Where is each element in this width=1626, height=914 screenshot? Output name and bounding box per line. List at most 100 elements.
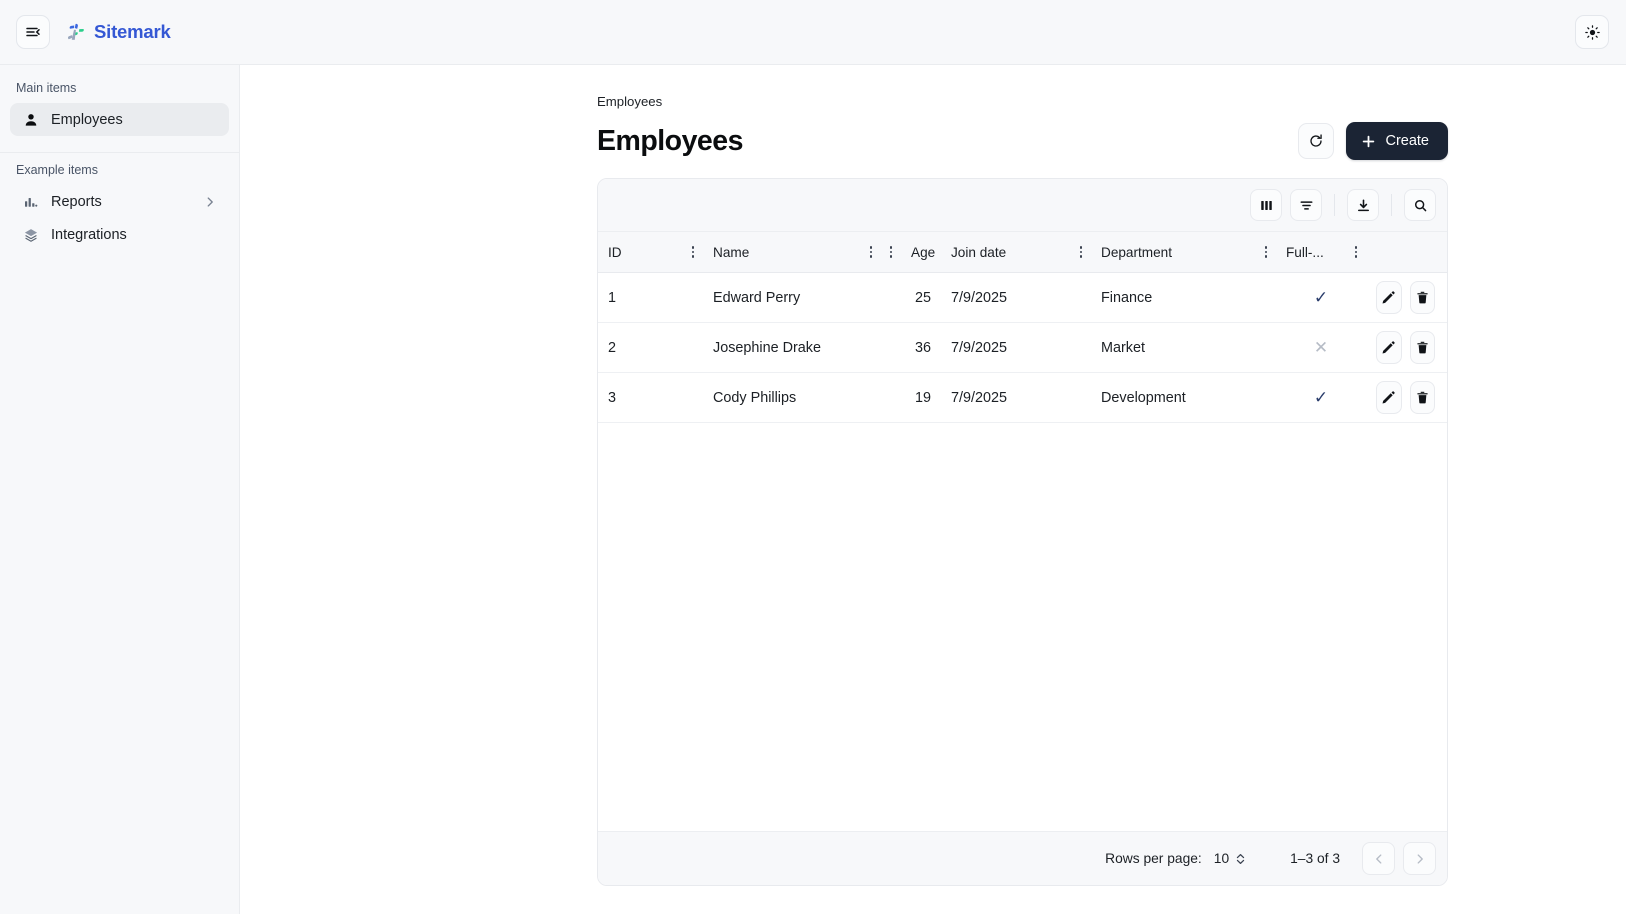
column-menu-icon-join-date[interactable] [1071,245,1091,259]
content-wrapper: Employees Employees [240,93,1626,914]
cell-id: 2 [598,322,703,373]
trash-icon [1415,340,1430,355]
check-icon: ✓ [1313,287,1329,307]
column-header-label: Join date [951,244,1007,260]
main-content: Employees Employees [240,65,1626,914]
chevron-right-icon[interactable] [203,195,217,209]
rows-per-page-select[interactable]: 10 [1214,851,1246,866]
cell-actions [1366,272,1447,323]
export-button[interactable] [1347,189,1379,221]
toolbar-divider-2 [1391,194,1392,216]
sidebar-item-employees[interactable]: Employees [10,103,229,136]
table-toolbar [598,179,1447,231]
create-button-label: Create [1385,133,1429,149]
breadcrumb[interactable]: Employees [597,94,663,109]
rows-per-page-value: 10 [1213,851,1230,866]
table-head: ID Name [598,231,1447,273]
column-menu-icon-full-time[interactable] [1346,245,1366,259]
cell-department: Market [1091,322,1276,373]
sidebar-item-label: Employees [51,111,123,128]
table-row[interactable]: 1 Edward Perry 25 7/9/2025 Finance ✓ [598,272,1447,323]
sidebar-group-label-main: Main items [16,81,77,95]
cell-age: 19 [881,372,941,423]
column-header-label: Name [713,244,750,260]
edit-row-button[interactable] [1376,381,1402,414]
filter-icon [1299,198,1314,213]
create-button[interactable]: Create [1346,122,1448,160]
filter-button[interactable] [1290,189,1322,221]
table-row[interactable]: 2 Josephine Drake 36 7/9/2025 Market ✕ [598,322,1447,373]
cell-age: 25 [881,272,941,323]
person-icon [22,111,39,128]
sidebar-item-label: Reports [51,193,102,210]
employees-table: ID Name [598,231,1447,423]
cell-full-time: ✕ [1276,322,1366,373]
column-header-department[interactable]: Department [1091,231,1276,273]
sidebar-divider [0,152,239,153]
next-page-button[interactable] [1403,842,1436,875]
cell-age: 36 [881,322,941,373]
column-header-label: Department [1101,244,1173,260]
delete-row-button[interactable] [1409,281,1435,314]
bar-chart-icon [22,193,39,210]
pagination-range-label: 1–3 of 3 [1290,851,1340,866]
chevron-right-icon [1413,852,1427,866]
brand-name: Sitemark [94,21,171,42]
previous-page-button[interactable] [1362,842,1395,875]
sidebar-item-label: Integrations [51,226,127,243]
page-header-actions: Create [1298,122,1448,160]
column-header-label: Full-... [1286,244,1324,260]
table-row[interactable]: 3 Cody Phillips 19 7/9/2025 Development … [598,372,1447,423]
column-menu-icon-department[interactable] [1256,245,1276,259]
app-bar-right-actions [1575,15,1609,49]
cell-name: Josephine Drake [703,322,881,373]
column-header-id[interactable]: ID [598,231,703,273]
cell-id: 1 [598,272,703,323]
page-header: Employees [597,122,1448,160]
toolbar-divider [1334,194,1335,216]
cell-join-date: 7/9/2025 [941,272,1091,323]
check-icon: ✓ [1313,387,1329,407]
trash-icon [1415,290,1430,305]
cell-department: Finance [1091,272,1276,323]
edit-row-button[interactable] [1376,331,1402,364]
pencil-icon [1381,290,1396,305]
column-header-join-date[interactable]: Join date [941,231,1091,273]
layers-icon [22,226,39,243]
table-body: 1 Edward Perry 25 7/9/2025 Finance ✓ [598,272,1447,423]
employees-table-card: ID Name [597,178,1448,886]
table-pagination: Rows per page: 10 1–3 of 3 [598,831,1447,885]
column-menu-icon-age[interactable] [881,245,901,259]
column-menu-icon-name[interactable] [861,245,881,259]
refresh-button[interactable] [1298,123,1335,159]
column-header-full-time[interactable]: Full-... [1276,231,1366,273]
sidebar-toggle-button[interactable] [16,15,50,49]
page-title: Employees [597,124,744,157]
column-menu-icon-id[interactable] [683,245,703,259]
cell-actions [1366,372,1447,423]
delete-row-button[interactable] [1409,381,1435,414]
search-button[interactable] [1404,189,1436,221]
app-body: Main items Employees Example items [0,65,1626,914]
chevron-updown-icon [1235,852,1246,866]
sidebar-item-integrations[interactable]: Integrations [10,218,229,251]
cell-join-date: 7/9/2025 [941,372,1091,423]
column-header-age[interactable]: Age [881,231,941,273]
menu-collapse-icon [25,24,41,40]
plus-icon [1361,134,1376,149]
table-empty-space [598,423,1447,831]
column-header-name[interactable]: Name [703,231,881,273]
sidebar-group-label-example: Example items [16,163,98,177]
brand[interactable]: Sitemark [66,21,171,43]
delete-row-button[interactable] [1409,331,1435,364]
sidebar-item-reports[interactable]: Reports [10,185,229,218]
sitemark-logo-icon [66,22,86,42]
table-header-row: ID Name [598,231,1447,273]
cell-actions [1366,322,1447,373]
cell-department: Development [1091,372,1276,423]
theme-toggle-button[interactable] [1575,15,1609,49]
edit-row-button[interactable] [1376,281,1402,314]
refresh-icon [1308,133,1324,149]
columns-button[interactable] [1250,189,1282,221]
